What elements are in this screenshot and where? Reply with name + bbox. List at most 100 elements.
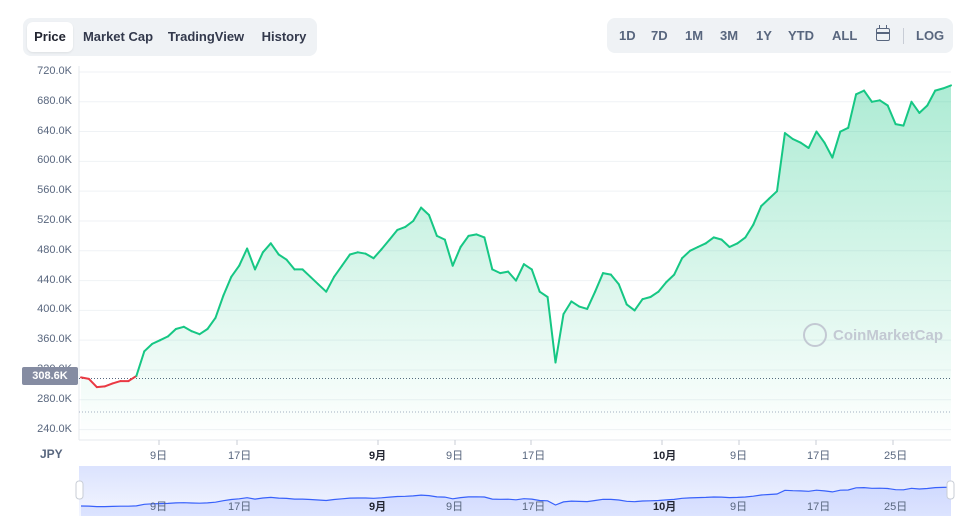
price-line-segment [712,236,723,241]
price-line-segment [277,253,288,261]
y-tick-label: 480.0K [37,243,72,256]
price-line-segment [491,268,502,275]
y-tick-label: 640.0K [37,124,72,137]
price-line-segment [238,247,249,267]
range-all-button[interactable]: ALL [832,28,858,43]
price-line-segment [499,270,510,275]
range-1d-button[interactable]: 1D [619,28,636,43]
price-line-segment [515,263,525,282]
price-line-segment [934,87,945,92]
price-line-segment [807,130,818,149]
price-line-segment [728,242,739,248]
price-line-segment [649,290,660,298]
price-line-segment [760,197,771,208]
price-line-segment [428,214,438,237]
navigator-tick-label: 9日 [730,501,748,513]
price-line-segment [902,100,913,127]
price-line-segment [435,234,446,241]
price-line-segment [831,130,842,159]
price-line-segment [910,100,921,114]
navigator-tick-label: 17日 [522,501,546,513]
range-7d-button[interactable]: 7D [651,28,668,43]
y-tick-label: 400.0K [37,303,72,316]
price-line-segment [720,238,731,248]
price-line-segment [546,296,557,364]
price-line-segment [103,382,114,388]
price-line-segment [783,132,794,140]
price-line-segment [246,247,256,271]
price-line-segment [301,268,312,278]
tab-history[interactable]: History [261,29,307,44]
price-line-segment [159,335,169,342]
price-line-segment [689,246,699,252]
price-line-segment [309,275,320,286]
tab-tradingview[interactable]: TradingView [167,29,245,44]
price-line-segment [459,234,470,248]
price-line-segment [348,251,359,256]
range-3m-button[interactable]: 3M [720,28,739,43]
price-line-segment [483,236,494,271]
price-line-segment [744,223,755,239]
price-line-segment [578,305,589,310]
price-line-segment [151,339,162,345]
price-line-segment [886,104,897,126]
price-line-segment [681,249,691,260]
x-tick-label: 10月 [653,450,677,462]
price-line-segment [380,238,391,251]
tab-price[interactable]: Price [27,22,73,52]
tab-market-cap[interactable]: Market Cap [82,29,154,44]
price-line-segment [602,272,612,276]
range-1y-button[interactable]: 1Y [756,28,772,43]
price-line-segment [815,130,826,144]
x-tick-label: 17日 [228,450,252,462]
price-line-segment [665,273,676,284]
price-line-segment [341,253,351,267]
price-line-segment [206,316,217,330]
price-line-segment [554,313,565,364]
price-line-segment [918,104,929,114]
navigator-area [81,487,951,516]
price-line-segment [530,268,541,293]
x-tick-label: 9日 [150,450,168,462]
price-line-segment [333,264,343,278]
price-line-segment [768,190,778,200]
range-1m-button[interactable]: 1M [685,28,704,43]
navigator-tick-label: 9日 [446,501,464,513]
price-line-segment [412,206,423,222]
navigator-tick-label: 9月 [369,501,387,513]
price-line-segment [609,273,620,286]
x-tick-label: 9日 [730,450,748,462]
price-line-segment [356,251,367,255]
y-tick-label: 560.0K [37,184,72,197]
price-line-segment [870,99,881,103]
price-line-segment [586,290,597,310]
navigator-left-handle[interactable] [75,480,84,500]
price-line-segment [570,300,581,308]
calendar-icon[interactable] [876,25,890,41]
price-line-segment [507,270,517,282]
price-line-segment [522,263,533,271]
price-line-segment [443,238,454,267]
price-line-segment [562,300,573,316]
price-line-segment [847,93,858,129]
price-line-segment [633,298,644,312]
navigator-tick-label: 17日 [807,501,831,513]
price-line-segment [839,126,850,133]
price-line-segment [254,251,264,271]
price-line-segment [404,220,415,228]
navigator-right-handle[interactable] [946,480,955,500]
range-navigator [75,466,955,516]
price-line-segment [617,283,628,306]
navigator-tick-label: 9日 [150,501,168,513]
log-scale-button[interactable]: LOG [916,28,945,43]
price-line-segment [325,275,336,293]
x-tick-label: 17日 [522,450,546,462]
price-line-segment [214,294,225,319]
price-line-segment [594,272,604,293]
price-line-segment [230,264,241,278]
price-line-segment [80,376,90,380]
x-tick-label: 17日 [807,450,831,462]
range-ytd-button[interactable]: YTD [788,28,814,43]
price-line-segment [475,233,486,239]
